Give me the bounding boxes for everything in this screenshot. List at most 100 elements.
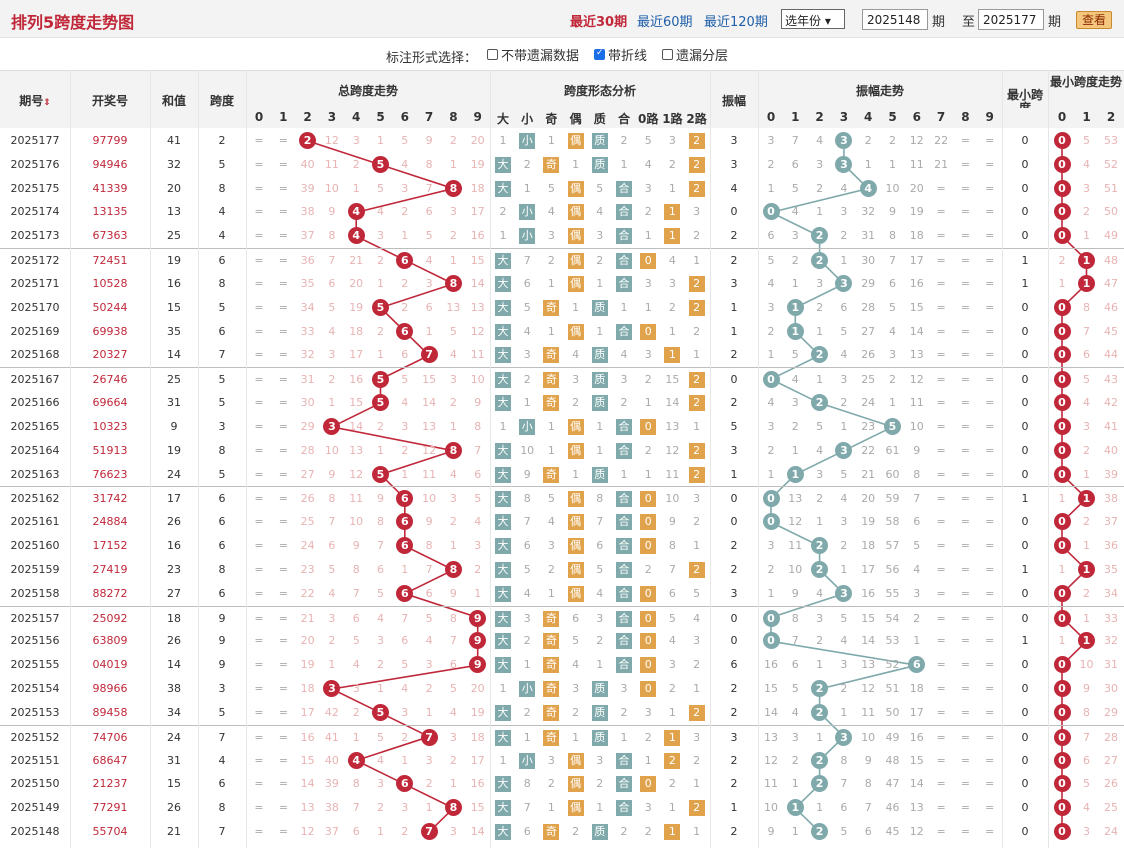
header-issue[interactable]: 期号⇕	[0, 92, 70, 109]
period-link-120[interactable]: 最近120期	[704, 15, 768, 30]
span-miss-cell: 3	[328, 611, 336, 625]
span-cell: 2	[218, 134, 226, 147]
span-ball: 4	[347, 227, 365, 245]
span-miss-cell: 4	[425, 634, 433, 648]
amp-miss-cell: 1	[816, 324, 824, 338]
form-miss-cell: 2	[668, 300, 676, 314]
issue-cell: 2025164	[10, 443, 60, 457]
span-miss-cell: =	[278, 157, 288, 171]
form-miss-cell: 4	[668, 634, 676, 648]
checkbox-line[interactable]	[594, 48, 605, 60]
span-miss-cell: 18	[470, 730, 485, 744]
span-miss-cell: 11	[324, 157, 339, 171]
span-miss-cell: 13	[422, 419, 437, 433]
form-miss-cell: 7	[596, 515, 604, 529]
form-miss-cell: 2	[668, 682, 676, 696]
amp-miss-cell: 28	[861, 300, 876, 314]
amp-miss-cell: 25	[861, 373, 876, 387]
amp-miss-cell: 3	[767, 300, 775, 314]
table-row: 2025175 41339 20 8 = = 39 10 1 5 3 7 8 18 大 1 5 偶 5 合 3 1 2 4 1 5…	[0, 177, 1124, 201]
amp-miss-cell: 8	[889, 229, 896, 243]
amp-miss-cell: =	[936, 492, 946, 506]
form-tag: 质	[591, 466, 608, 483]
span-digit-header: 5	[376, 110, 385, 124]
form-miss-cell: 2	[644, 373, 652, 387]
span-ball: 5	[372, 298, 389, 316]
amp-miss-cell: 11	[764, 777, 778, 791]
amp-miss-cell: 9	[889, 205, 896, 219]
option-layer[interactable]: 遗漏分层	[662, 45, 728, 64]
span-miss-cell: 39	[324, 777, 339, 791]
span-miss-cell: 5	[449, 682, 457, 696]
min-span-cell: 0	[1021, 539, 1029, 553]
checkbox-layer[interactable]	[662, 49, 673, 60]
span-miss-cell: 17	[470, 753, 485, 767]
amp-ball: 0	[762, 632, 780, 650]
amp-miss-cell: 5	[816, 419, 824, 433]
form-tag: 奇	[543, 395, 560, 412]
table-row: 2025177 97799 41 2 = = 2 12 3 1 5 9 2 20 1 小 1 偶质 2 5 3 2 3 3 7 4…	[0, 129, 1124, 153]
span-cell: 5	[218, 396, 226, 410]
issue-cell: 2025154	[10, 682, 60, 696]
form-miss-cell: 3	[668, 134, 676, 147]
min-span-cell: 0	[1021, 300, 1029, 314]
span-miss-cell: 2	[377, 419, 384, 433]
amp-ball: 1	[786, 322, 804, 340]
span-miss-cell: 3	[449, 825, 457, 839]
form-tag: 质	[591, 681, 608, 698]
amp-cell: 0	[730, 205, 738, 219]
form-tag: 小	[519, 418, 536, 435]
draw-number-cell: 55704	[92, 825, 128, 839]
sum-cell: 26	[167, 634, 181, 648]
amp-cell: 2	[730, 825, 738, 839]
form-miss-cell: 6	[523, 539, 531, 553]
amp-digit-header: 6	[912, 110, 921, 124]
amp-miss-cell: 10	[861, 730, 876, 744]
road-tag: 1	[664, 824, 681, 841]
amp-cell: 2	[730, 396, 738, 410]
form-tag: 大	[495, 372, 511, 389]
span-ball: 5	[372, 703, 389, 721]
min-miss-cell: 49	[1104, 229, 1118, 243]
span-miss-cell: =	[278, 419, 288, 433]
table-row: 2025154 98966 38 3 = = 18 3 3 1 4 2 5 20 1 小奇 3 质 3 0 2 1 2 15 5…	[0, 677, 1124, 701]
form-tag: 大	[495, 347, 511, 364]
query-button[interactable]: 查看	[1076, 11, 1112, 29]
span-miss-cell: =	[278, 611, 288, 625]
span-miss-cell: 8	[449, 611, 457, 625]
to-issue-input[interactable]: 2025177	[978, 9, 1044, 30]
span-miss-cell: 12	[324, 134, 339, 147]
span-miss-cell: 9	[377, 492, 384, 506]
year-select[interactable]: 选年份 ▾	[781, 9, 845, 29]
amp-miss-cell: 2	[840, 229, 848, 243]
from-issue-input[interactable]: 2025148	[862, 9, 928, 30]
form-miss-cell: 10	[665, 492, 680, 506]
amp-miss-cell: 1	[791, 777, 799, 791]
amp-miss-cell: 4	[791, 705, 799, 719]
period-link-30[interactable]: 最近30期	[570, 15, 628, 30]
sum-cell: 24	[167, 730, 181, 744]
form-miss-cell: 1	[668, 705, 676, 719]
sum-cell: 17	[167, 492, 181, 506]
amp-miss-cell: =	[960, 276, 970, 290]
amp-miss-cell: 1	[816, 730, 824, 744]
form-tag: 合	[616, 275, 632, 292]
draw-number-cell: 10323	[92, 419, 128, 433]
min-span-ball: 0	[1053, 227, 1071, 245]
form-miss-cell: 1	[693, 777, 701, 791]
option-line[interactable]: 带折线	[594, 45, 647, 64]
option-no-miss[interactable]: 不带遗漏数据	[487, 45, 579, 64]
min-span-cell: 1	[1021, 254, 1029, 268]
span-ball: 8	[444, 560, 462, 578]
form-miss-cell: 1	[499, 229, 507, 243]
checkbox-no-miss[interactable]	[487, 49, 498, 60]
form-tag: 偶	[567, 776, 584, 793]
min-span-ball: 1	[1078, 490, 1095, 508]
amp-cell: 1	[730, 801, 738, 815]
form-tag: 合	[616, 752, 632, 769]
period-link-60[interactable]: 最近60期	[637, 15, 693, 30]
amp-miss-cell: =	[960, 562, 970, 576]
span-ball: 4	[347, 203, 365, 221]
min-miss-cell: 35	[1104, 562, 1118, 576]
span-miss-cell: 20	[470, 682, 485, 696]
